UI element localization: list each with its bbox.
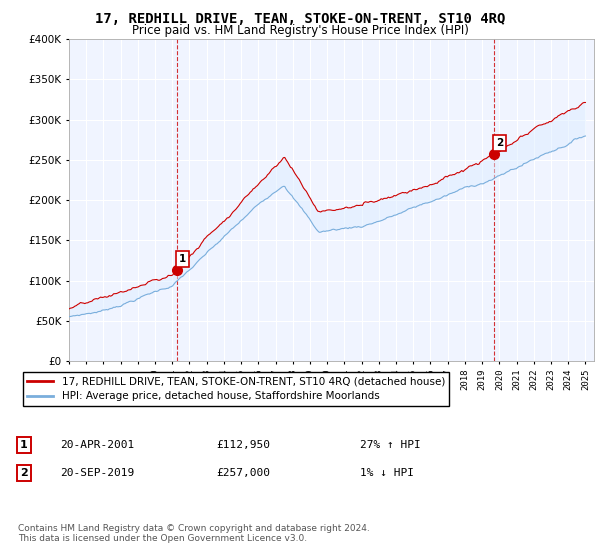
Text: 1: 1	[20, 440, 28, 450]
Text: Contains HM Land Registry data © Crown copyright and database right 2024.
This d: Contains HM Land Registry data © Crown c…	[18, 524, 370, 543]
Text: 2: 2	[20, 468, 28, 478]
Text: 2: 2	[496, 138, 503, 148]
Text: 1% ↓ HPI: 1% ↓ HPI	[360, 468, 414, 478]
Text: 27% ↑ HPI: 27% ↑ HPI	[360, 440, 421, 450]
Text: Price paid vs. HM Land Registry's House Price Index (HPI): Price paid vs. HM Land Registry's House …	[131, 24, 469, 36]
Text: 20-APR-2001: 20-APR-2001	[60, 440, 134, 450]
Text: 17, REDHILL DRIVE, TEAN, STOKE-ON-TRENT, ST10 4RQ: 17, REDHILL DRIVE, TEAN, STOKE-ON-TRENT,…	[95, 12, 505, 26]
Text: 20-SEP-2019: 20-SEP-2019	[60, 468, 134, 478]
Text: 1: 1	[179, 254, 186, 264]
Text: £112,950: £112,950	[216, 440, 270, 450]
Legend: 17, REDHILL DRIVE, TEAN, STOKE-ON-TRENT, ST10 4RQ (detached house), HPI: Average: 17, REDHILL DRIVE, TEAN, STOKE-ON-TRENT,…	[23, 372, 449, 405]
Text: £257,000: £257,000	[216, 468, 270, 478]
